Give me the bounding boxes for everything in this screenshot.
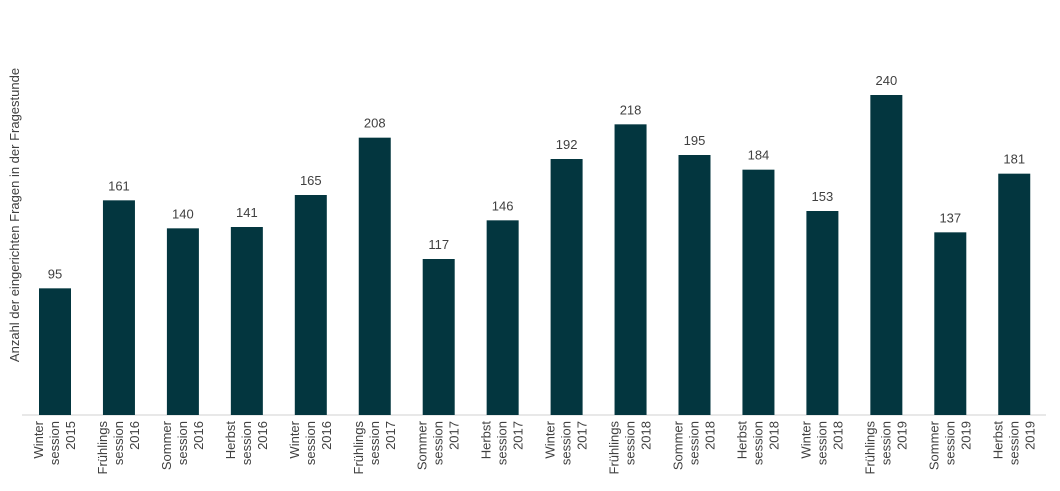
x-tick-label-line: Winter <box>287 420 302 458</box>
value-label: 137 <box>939 210 961 225</box>
x-tick-label-line: 2017 <box>383 421 398 450</box>
bar <box>39 288 71 415</box>
x-tick-label: Sommersession2016 <box>159 420 206 470</box>
x-tick-label-line: 2019 <box>958 421 973 450</box>
x-tick-label-line: session <box>623 421 638 465</box>
bar <box>358 137 391 415</box>
x-tick-label-line: session <box>367 421 382 465</box>
x-tick-label-line: session <box>942 421 957 465</box>
x-tick-label-line: session <box>303 421 318 465</box>
x-tick-label: Herbstsession2019 <box>990 421 1037 465</box>
x-tick-label: Wintersession2016 <box>287 420 334 465</box>
x-tick-label-line: 2016 <box>319 421 334 450</box>
x-tick-label-line: 2017 <box>511 421 526 450</box>
x-tick-label-line: Sommer <box>159 420 174 470</box>
value-label: 141 <box>236 205 258 220</box>
x-tick-label-line: 2018 <box>639 421 654 450</box>
value-label: 153 <box>812 189 834 204</box>
bar <box>166 228 199 415</box>
x-tick-label-line: session <box>111 421 126 465</box>
x-tick-label-line: 2018 <box>766 421 781 450</box>
x-tick-label-line: session <box>47 421 62 465</box>
x-tick-label-line: 2018 <box>830 421 845 450</box>
bar <box>102 200 135 415</box>
value-label: 117 <box>428 237 449 252</box>
value-label: 140 <box>172 206 194 221</box>
x-tick-label: Sommersession2019 <box>926 420 973 470</box>
x-tick-label-line: Winter <box>31 420 46 458</box>
x-tick-label-line: session <box>431 421 446 465</box>
x-tick-label-line: Sommer <box>671 420 686 470</box>
bar <box>742 169 775 415</box>
value-label: 95 <box>48 266 62 281</box>
x-tick-label-line: session <box>750 421 765 465</box>
x-tick-label-line: Frühlings <box>862 421 877 475</box>
x-tick-label-line: session <box>878 421 893 465</box>
bar <box>486 220 519 415</box>
x-tick-label-line: 2015 <box>63 421 78 450</box>
x-tick-label-line: 2017 <box>575 421 590 450</box>
value-label: 161 <box>108 178 130 193</box>
x-tick-label-line: session <box>495 421 510 465</box>
bar <box>422 259 455 415</box>
bar <box>550 159 583 415</box>
x-tick-label-line: Frühlings <box>351 421 366 475</box>
x-tick-label-line: Sommer <box>926 420 941 470</box>
bar <box>934 232 967 415</box>
value-label: 240 <box>875 73 897 88</box>
value-label: 165 <box>300 173 322 188</box>
x-tick-label-line: session <box>1006 421 1021 465</box>
x-tick-label-line: 2019 <box>1022 421 1037 450</box>
value-label: 218 <box>620 102 642 117</box>
x-tick-label: Sommersession2017 <box>415 420 462 470</box>
x-tick-label-line: Herbst <box>734 421 749 460</box>
x-tick-label-line: session <box>814 421 829 465</box>
x-tick-label-line: session <box>239 421 254 465</box>
value-label: 146 <box>492 198 514 213</box>
x-tick-label-line: 2019 <box>894 421 909 450</box>
x-tick-label: Wintersession2018 <box>798 420 845 465</box>
x-tick-label-line: Frühlings <box>95 421 110 475</box>
x-tick-label-line: session <box>559 421 574 465</box>
x-tick-label-line: Winter <box>798 420 813 458</box>
value-label: 184 <box>748 148 770 163</box>
bar <box>806 211 839 415</box>
x-tick-label-line: Frühlings <box>607 421 622 475</box>
value-label: 208 <box>364 116 386 131</box>
x-tick-label: Frühlingssession2017 <box>351 421 398 475</box>
x-tick-label-line: Herbst <box>990 421 1005 460</box>
bar <box>294 195 327 415</box>
x-tick-label: Frühlingssession2018 <box>607 421 654 475</box>
x-tick-label: Herbstsession2017 <box>479 421 526 465</box>
bar <box>998 173 1031 415</box>
x-tick-label-line: Sommer <box>415 420 430 470</box>
bar <box>230 227 263 415</box>
x-tick-label: Frühlingssession2019 <box>862 421 909 475</box>
x-tick-label: Sommersession2018 <box>671 420 718 470</box>
value-label: 181 <box>1003 152 1025 167</box>
x-tick-label-line: 2016 <box>255 421 270 450</box>
x-tick-label: Wintersession2017 <box>543 420 590 465</box>
x-tick-label-line: session <box>687 421 702 465</box>
x-tick-label-line: 2018 <box>703 421 718 450</box>
x-tick-label-line: 2016 <box>127 421 142 450</box>
y-axis-label: Anzahl der eingerichten Fragen in der Fr… <box>7 68 22 362</box>
x-tick-label: Herbstsession2016 <box>223 421 270 465</box>
x-tick-label-line: 2017 <box>447 421 462 450</box>
x-tick-label-line: 2016 <box>191 421 206 450</box>
bar <box>870 95 903 415</box>
x-tick-label-line: Winter <box>543 420 558 458</box>
value-label: 195 <box>684 133 706 148</box>
value-label: 192 <box>556 137 578 152</box>
x-tick-label-line: Herbst <box>223 421 238 460</box>
x-tick-label: Frühlingssession2016 <box>95 421 142 475</box>
x-tick-label: Herbstsession2018 <box>734 421 781 465</box>
x-tick-label-line: session <box>175 421 190 465</box>
bar <box>614 124 647 415</box>
bar <box>678 155 711 415</box>
x-tick-label-line: Herbst <box>479 421 494 460</box>
x-tick-label: Wintersession2015 <box>31 420 78 465</box>
